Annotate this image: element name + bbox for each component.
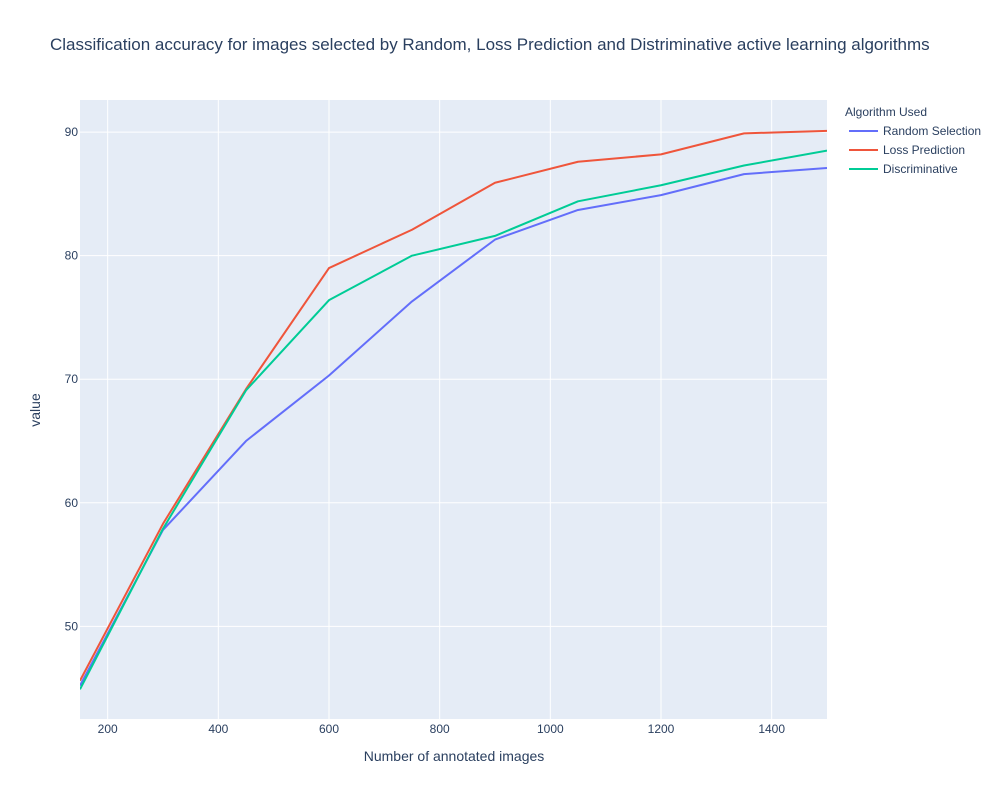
x-tick-label: 800: [430, 722, 450, 736]
y-gridlines: [80, 131, 827, 627]
x-tick-labels: 200 400 600 800 1000 1200 1400: [98, 722, 786, 736]
y-tick-label: 80: [65, 249, 79, 263]
series-layer: [80, 129, 827, 690]
x-tick-label: 1000: [537, 722, 564, 736]
x-tick-label: 1400: [758, 722, 785, 736]
x-tick-label: 1200: [648, 722, 675, 736]
x-tick-label: 200: [98, 722, 118, 736]
chart-title: Classification accuracy for images selec…: [50, 35, 930, 54]
legend-item-random-selection[interactable]: Random Selection: [849, 124, 981, 138]
legend-label: Discriminative: [883, 162, 958, 176]
series-line-discriminative[interactable]: [80, 149, 827, 690]
y-tick-labels: 50 60 70 80 90: [65, 125, 79, 633]
y-tick-label: 50: [65, 619, 79, 633]
y-tick-label: 70: [65, 372, 79, 386]
legend-item-discriminative[interactable]: Discriminative: [849, 162, 958, 176]
plot-area: [80, 100, 827, 719]
x-gridlines: [107, 100, 773, 719]
legend-label: Loss Prediction: [883, 143, 965, 157]
legend-title: Algorithm Used: [845, 105, 927, 119]
series-line-random-selection[interactable]: [80, 166, 827, 687]
x-tick-label: 600: [319, 722, 339, 736]
y-tick-label: 60: [65, 496, 79, 510]
x-axis-label: Number of annotated images: [364, 748, 545, 764]
legend-item-loss-prediction[interactable]: Loss Prediction: [849, 143, 965, 157]
series-line-loss-prediction[interactable]: [80, 129, 827, 682]
legend-label: Random Selection: [883, 124, 981, 138]
y-tick-label: 90: [65, 125, 79, 139]
y-axis-label: value: [27, 393, 43, 427]
x-tick-label: 400: [208, 722, 228, 736]
legend[interactable]: Algorithm Used Random Selection Loss Pred…: [845, 105, 981, 176]
